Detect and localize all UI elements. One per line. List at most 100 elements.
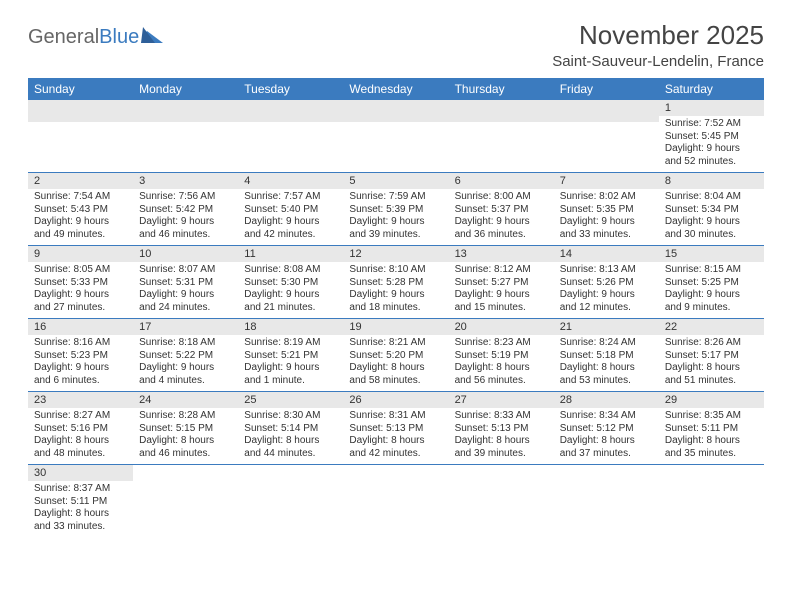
day-sunrise: Sunrise: 8:07 AM — [139, 264, 232, 277]
calendar-cell — [554, 100, 659, 173]
day-details: Sunrise: 8:31 AMSunset: 5:13 PMDaylight:… — [343, 408, 448, 464]
day-sunrise: Sunrise: 8:28 AM — [139, 410, 232, 423]
day-sunset: Sunset: 5:11 PM — [665, 423, 758, 436]
logo-text-blue: Blue — [99, 26, 139, 49]
day-day2: and 37 minutes. — [560, 448, 653, 461]
calendar-cell: 27Sunrise: 8:33 AMSunset: 5:13 PMDayligh… — [449, 392, 554, 465]
day-details: Sunrise: 8:23 AMSunset: 5:19 PMDaylight:… — [449, 335, 554, 391]
day-number: 9 — [28, 246, 133, 262]
day-sunset: Sunset: 5:40 PM — [244, 204, 337, 217]
calendar-cell: 1Sunrise: 7:52 AMSunset: 5:45 PMDaylight… — [659, 100, 764, 173]
dayhead-sat: Saturday — [659, 78, 764, 100]
day-sunrise: Sunrise: 7:57 AM — [244, 191, 337, 204]
day-details: Sunrise: 8:26 AMSunset: 5:17 PMDaylight:… — [659, 335, 764, 391]
day-sunset: Sunset: 5:30 PM — [244, 277, 337, 290]
day-day2: and 39 minutes. — [349, 229, 442, 242]
day-sunrise: Sunrise: 8:02 AM — [560, 191, 653, 204]
day-details: Sunrise: 8:02 AMSunset: 5:35 PMDaylight:… — [554, 189, 659, 245]
day-day2: and 46 minutes. — [139, 229, 232, 242]
day-day2: and 24 minutes. — [139, 302, 232, 315]
day-details: Sunrise: 8:16 AMSunset: 5:23 PMDaylight:… — [28, 335, 133, 391]
day-day1: Daylight: 9 hours — [665, 216, 758, 229]
day-day1: Daylight: 8 hours — [34, 435, 127, 448]
dayhead-mon: Monday — [133, 78, 238, 100]
calendar-cell: 7Sunrise: 8:02 AMSunset: 5:35 PMDaylight… — [554, 173, 659, 246]
day-day1: Daylight: 9 hours — [244, 362, 337, 375]
calendar-cell — [133, 465, 238, 538]
day-sunrise: Sunrise: 8:08 AM — [244, 264, 337, 277]
calendar-cell — [238, 465, 343, 538]
day-day2: and 36 minutes. — [455, 229, 548, 242]
day-number: 11 — [238, 246, 343, 262]
day-day2: and 21 minutes. — [244, 302, 337, 315]
day-sunset: Sunset: 5:16 PM — [34, 423, 127, 436]
day-sunrise: Sunrise: 8:00 AM — [455, 191, 548, 204]
day-sunset: Sunset: 5:17 PM — [665, 350, 758, 363]
day-sunset: Sunset: 5:18 PM — [560, 350, 653, 363]
day-sunrise: Sunrise: 8:37 AM — [34, 483, 127, 496]
location: Saint-Sauveur-Lendelin, France — [552, 53, 764, 70]
calendar-cell: 4Sunrise: 7:57 AMSunset: 5:40 PMDaylight… — [238, 173, 343, 246]
calendar-cell: 5Sunrise: 7:59 AMSunset: 5:39 PMDaylight… — [343, 173, 448, 246]
day-day1: Daylight: 9 hours — [560, 289, 653, 302]
calendar-week-row: 23Sunrise: 8:27 AMSunset: 5:16 PMDayligh… — [28, 392, 764, 465]
day-number: 21 — [554, 319, 659, 335]
calendar-cell: 24Sunrise: 8:28 AMSunset: 5:15 PMDayligh… — [133, 392, 238, 465]
day-sunrise: Sunrise: 7:56 AM — [139, 191, 232, 204]
day-sunset: Sunset: 5:27 PM — [455, 277, 548, 290]
calendar-cell: 16Sunrise: 8:16 AMSunset: 5:23 PMDayligh… — [28, 319, 133, 392]
day-sunset: Sunset: 5:28 PM — [349, 277, 442, 290]
day-day2: and 52 minutes. — [665, 156, 758, 169]
day-sunrise: Sunrise: 8:21 AM — [349, 337, 442, 350]
calendar-cell: 29Sunrise: 8:35 AMSunset: 5:11 PMDayligh… — [659, 392, 764, 465]
day-sunrise: Sunrise: 8:27 AM — [34, 410, 127, 423]
day-day2: and 6 minutes. — [34, 375, 127, 388]
day-details: Sunrise: 8:00 AMSunset: 5:37 PMDaylight:… — [449, 189, 554, 245]
day-sunrise: Sunrise: 8:04 AM — [665, 191, 758, 204]
day-sunset: Sunset: 5:11 PM — [34, 496, 127, 509]
day-sunset: Sunset: 5:37 PM — [455, 204, 548, 217]
day-number: 28 — [554, 392, 659, 408]
day-day1: Daylight: 9 hours — [244, 289, 337, 302]
calendar-cell: 26Sunrise: 8:31 AMSunset: 5:13 PMDayligh… — [343, 392, 448, 465]
day-number: 13 — [449, 246, 554, 262]
calendar-cell — [449, 100, 554, 173]
day-sunset: Sunset: 5:12 PM — [560, 423, 653, 436]
day-sunrise: Sunrise: 8:13 AM — [560, 264, 653, 277]
day-sunrise: Sunrise: 7:59 AM — [349, 191, 442, 204]
day-sunrise: Sunrise: 8:10 AM — [349, 264, 442, 277]
day-details: Sunrise: 8:30 AMSunset: 5:14 PMDaylight:… — [238, 408, 343, 464]
day-number: 15 — [659, 246, 764, 262]
day-number: 17 — [133, 319, 238, 335]
dayhead-fri: Friday — [554, 78, 659, 100]
day-sunrise: Sunrise: 7:52 AM — [665, 118, 758, 131]
day-day1: Daylight: 8 hours — [349, 435, 442, 448]
empty-day-number — [28, 100, 133, 122]
day-details: Sunrise: 8:37 AMSunset: 5:11 PMDaylight:… — [28, 481, 133, 537]
calendar-cell — [659, 465, 764, 538]
day-day1: Daylight: 9 hours — [139, 362, 232, 375]
day-details: Sunrise: 7:57 AMSunset: 5:40 PMDaylight:… — [238, 189, 343, 245]
calendar-cell: 18Sunrise: 8:19 AMSunset: 5:21 PMDayligh… — [238, 319, 343, 392]
day-day2: and 44 minutes. — [244, 448, 337, 461]
calendar-cell: 15Sunrise: 8:15 AMSunset: 5:25 PMDayligh… — [659, 246, 764, 319]
day-sunrise: Sunrise: 7:54 AM — [34, 191, 127, 204]
day-sunset: Sunset: 5:35 PM — [560, 204, 653, 217]
day-day2: and 27 minutes. — [34, 302, 127, 315]
calendar-cell: 23Sunrise: 8:27 AMSunset: 5:16 PMDayligh… — [28, 392, 133, 465]
calendar-cell: 9Sunrise: 8:05 AMSunset: 5:33 PMDaylight… — [28, 246, 133, 319]
calendar-cell — [554, 465, 659, 538]
day-details: Sunrise: 8:35 AMSunset: 5:11 PMDaylight:… — [659, 408, 764, 464]
day-day2: and 12 minutes. — [560, 302, 653, 315]
day-number: 30 — [28, 465, 133, 481]
day-details: Sunrise: 8:21 AMSunset: 5:20 PMDaylight:… — [343, 335, 448, 391]
day-details: Sunrise: 8:34 AMSunset: 5:12 PMDaylight:… — [554, 408, 659, 464]
day-sunrise: Sunrise: 8:18 AM — [139, 337, 232, 350]
empty-day-number — [133, 100, 238, 122]
day-day1: Daylight: 9 hours — [34, 216, 127, 229]
day-details: Sunrise: 8:19 AMSunset: 5:21 PMDaylight:… — [238, 335, 343, 391]
day-sunrise: Sunrise: 8:12 AM — [455, 264, 548, 277]
empty-day-number — [343, 100, 448, 122]
logo: GeneralBlue — [28, 26, 163, 49]
title-block: November 2025 Saint-Sauveur-Lendelin, Fr… — [552, 20, 764, 70]
